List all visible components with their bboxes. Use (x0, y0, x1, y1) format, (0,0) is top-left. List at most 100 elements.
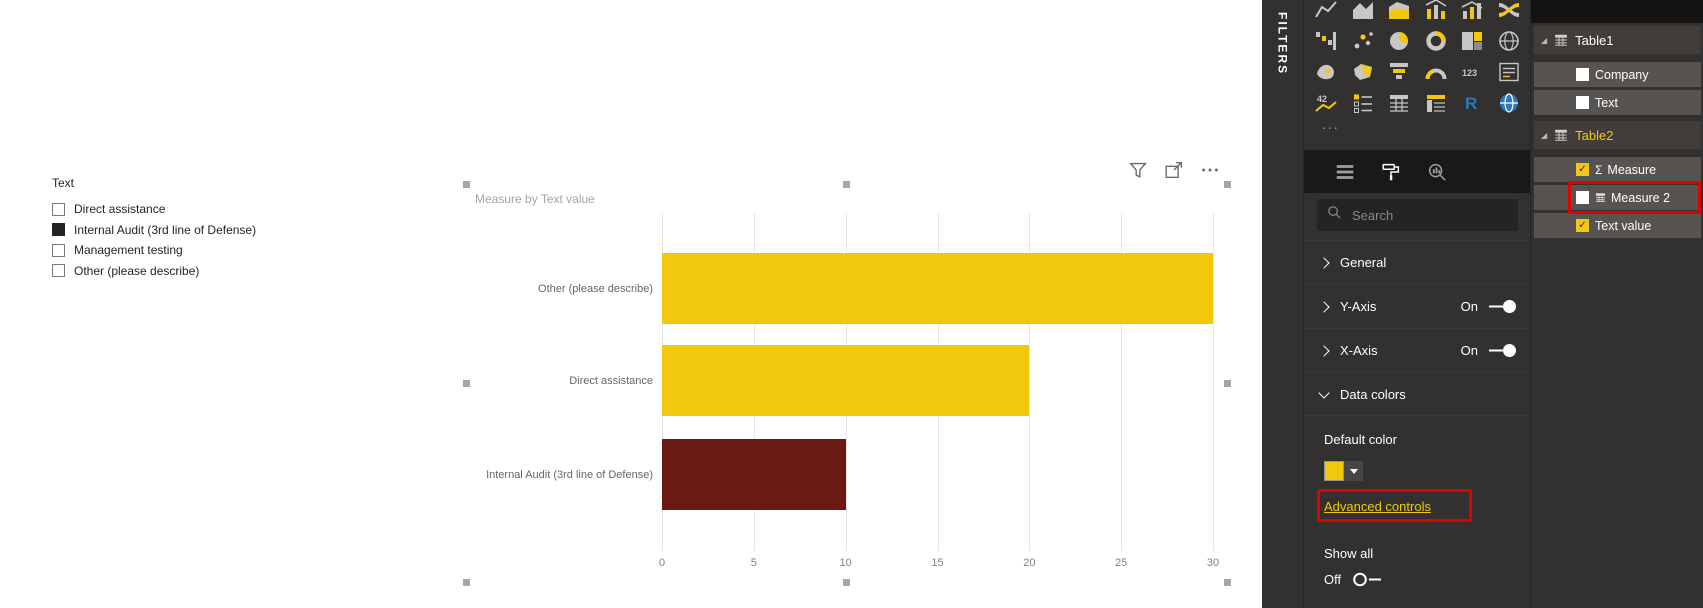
focus-mode-icon[interactable] (1163, 159, 1185, 181)
kpi-icon[interactable]: 42 (1314, 91, 1338, 115)
selection-handle[interactable] (463, 579, 470, 586)
slicer-item[interactable]: Management testing (52, 240, 256, 261)
treemap-icon[interactable] (1460, 29, 1484, 53)
filters-pane-collapsed[interactable]: FILTERS (1262, 0, 1303, 608)
section-label: X-Axis (1340, 343, 1378, 358)
ribbon-chart-icon[interactable] (1497, 0, 1521, 22)
format-section-list: General Y-Axis On X-Axis On Data colors (1304, 240, 1530, 416)
slicer-item-label: Direct assistance (74, 202, 166, 217)
field-checkbox[interactable] (1576, 68, 1589, 81)
more-visuals-button[interactable]: ... (1322, 116, 1340, 132)
line-stacked-column-combo-icon[interactable] (1424, 0, 1448, 22)
selection-handle[interactable] (1224, 579, 1231, 586)
slicer-checkbox[interactable] (52, 223, 65, 237)
format-section-data-colors[interactable]: Data colors (1304, 372, 1530, 416)
slicer-visual[interactable]: Text Direct assistance Internal Audit (3r… (52, 176, 256, 281)
table-row-table1[interactable]: ◢ Table1 (1534, 26, 1701, 54)
field-row[interactable]: Company (1534, 62, 1701, 87)
stacked-area-chart-icon[interactable] (1387, 0, 1411, 22)
table-row-table2[interactable]: ◢ Table2 (1534, 121, 1701, 149)
slicer-checkbox[interactable] (52, 243, 65, 257)
arcgis-map-icon[interactable] (1497, 91, 1521, 115)
format-section-general[interactable]: General (1304, 240, 1530, 284)
table-icon[interactable] (1387, 91, 1411, 115)
funnel-icon[interactable] (1387, 60, 1411, 84)
search-input[interactable] (1350, 206, 1509, 224)
field-name: Company (1595, 67, 1649, 82)
bar-row: Other (please describe) (467, 253, 1227, 324)
bar[interactable] (662, 439, 846, 510)
chevron-right-icon (1318, 256, 1330, 269)
selection-handle[interactable] (1224, 181, 1231, 188)
slicer-visual-icon[interactable] (1351, 91, 1375, 115)
svg-text:42: 42 (1317, 94, 1327, 104)
expand-triangle-icon[interactable]: ◢ (1541, 35, 1548, 45)
format-section-y-axis[interactable]: Y-Axis On (1304, 284, 1530, 328)
format-search[interactable] (1317, 199, 1518, 231)
fields-table-list: ◢ Table1 Company Text ◢ Table2 ✓ Σ Measure Measur… (1534, 26, 1701, 241)
color-swatch[interactable] (1324, 461, 1344, 481)
section-label: General (1340, 255, 1387, 270)
filter-icon[interactable] (1127, 159, 1149, 181)
expand-triangle-icon[interactable]: ◢ (1541, 130, 1548, 140)
field-checkbox[interactable]: ✓ (1576, 163, 1589, 176)
area-chart-icon[interactable] (1351, 0, 1375, 22)
gauge-icon[interactable] (1424, 60, 1448, 84)
filled-map-icon[interactable] (1314, 60, 1338, 84)
slicer-checkbox[interactable] (52, 202, 65, 216)
waterfall-chart-icon[interactable] (1314, 29, 1338, 53)
slicer-title: Text (52, 176, 75, 190)
field-row[interactable]: ✓ Σ Measure (1534, 157, 1701, 182)
analytics-tab[interactable] (1426, 161, 1448, 183)
color-dropdown-button[interactable] (1344, 461, 1363, 481)
bar[interactable] (662, 253, 1213, 324)
section-toggle[interactable] (1487, 299, 1517, 314)
matrix-icon[interactable] (1424, 91, 1448, 115)
field-checkbox[interactable] (1576, 191, 1589, 204)
gridline (1121, 213, 1123, 551)
fields-tab[interactable] (1334, 161, 1356, 183)
field-name: Measure 2 (1611, 190, 1671, 205)
field-checkbox[interactable] (1576, 96, 1589, 109)
pie-chart-icon[interactable] (1387, 29, 1411, 53)
map-icon[interactable] (1497, 29, 1521, 53)
line-chart-icon[interactable] (1314, 0, 1338, 22)
shape-map-icon[interactable] (1351, 60, 1375, 84)
field-checkbox[interactable]: ✓ (1576, 219, 1589, 232)
slicer-item-list: Direct assistance Internal Audit (3rd lin… (52, 199, 256, 281)
show-all-toggle[interactable] (1352, 572, 1382, 587)
slicer-checkbox[interactable] (52, 264, 65, 278)
bar[interactable] (662, 345, 1030, 416)
line-clustered-column-combo-icon[interactable] (1460, 0, 1484, 22)
bar-series: Other (please describe) Direct assistance… (467, 185, 1227, 582)
bar-chart-visual[interactable]: Measure by Text value Other (please desc… (463, 181, 1231, 586)
selection-handle[interactable] (463, 380, 470, 387)
advanced-controls-link[interactable]: Advanced controls (1324, 499, 1431, 514)
more-options-icon[interactable] (1199, 159, 1221, 181)
default-color-label: Default color (1324, 432, 1397, 447)
format-tab[interactable] (1380, 161, 1402, 183)
r-script-icon[interactable]: R (1460, 91, 1484, 115)
section-toggle[interactable] (1487, 343, 1517, 358)
slicer-item[interactable]: Internal Audit (3rd line of Defense) (52, 220, 256, 241)
selection-handle[interactable] (843, 181, 850, 188)
pane-tab-strip (1304, 150, 1530, 193)
field-row[interactable]: ✓ Text value (1534, 213, 1701, 238)
selection-handle[interactable] (1224, 380, 1231, 387)
format-section-x-axis[interactable]: X-Axis On (1304, 328, 1530, 372)
scatter-chart-icon[interactable] (1351, 29, 1375, 53)
multi-row-card-icon[interactable] (1497, 60, 1521, 84)
table-name: Table2 (1575, 127, 1614, 143)
slicer-item[interactable]: Direct assistance (52, 199, 256, 220)
visualizations-pane: 123 42 R ... General Y-Axis On X-Axis On Data c… (1303, 0, 1530, 608)
slicer-item[interactable]: Other (please describe) (52, 261, 256, 282)
svg-text:123: 123 (1462, 68, 1477, 78)
card-icon[interactable]: 123 (1460, 60, 1484, 84)
selection-handle[interactable] (843, 579, 850, 586)
selection-handle[interactable] (463, 181, 470, 188)
field-row[interactable]: Text (1534, 90, 1701, 115)
donut-chart-icon[interactable] (1424, 29, 1448, 53)
field-row[interactable]: Measure 2 (1534, 181, 1701, 214)
field-name: Measure (1607, 162, 1657, 177)
